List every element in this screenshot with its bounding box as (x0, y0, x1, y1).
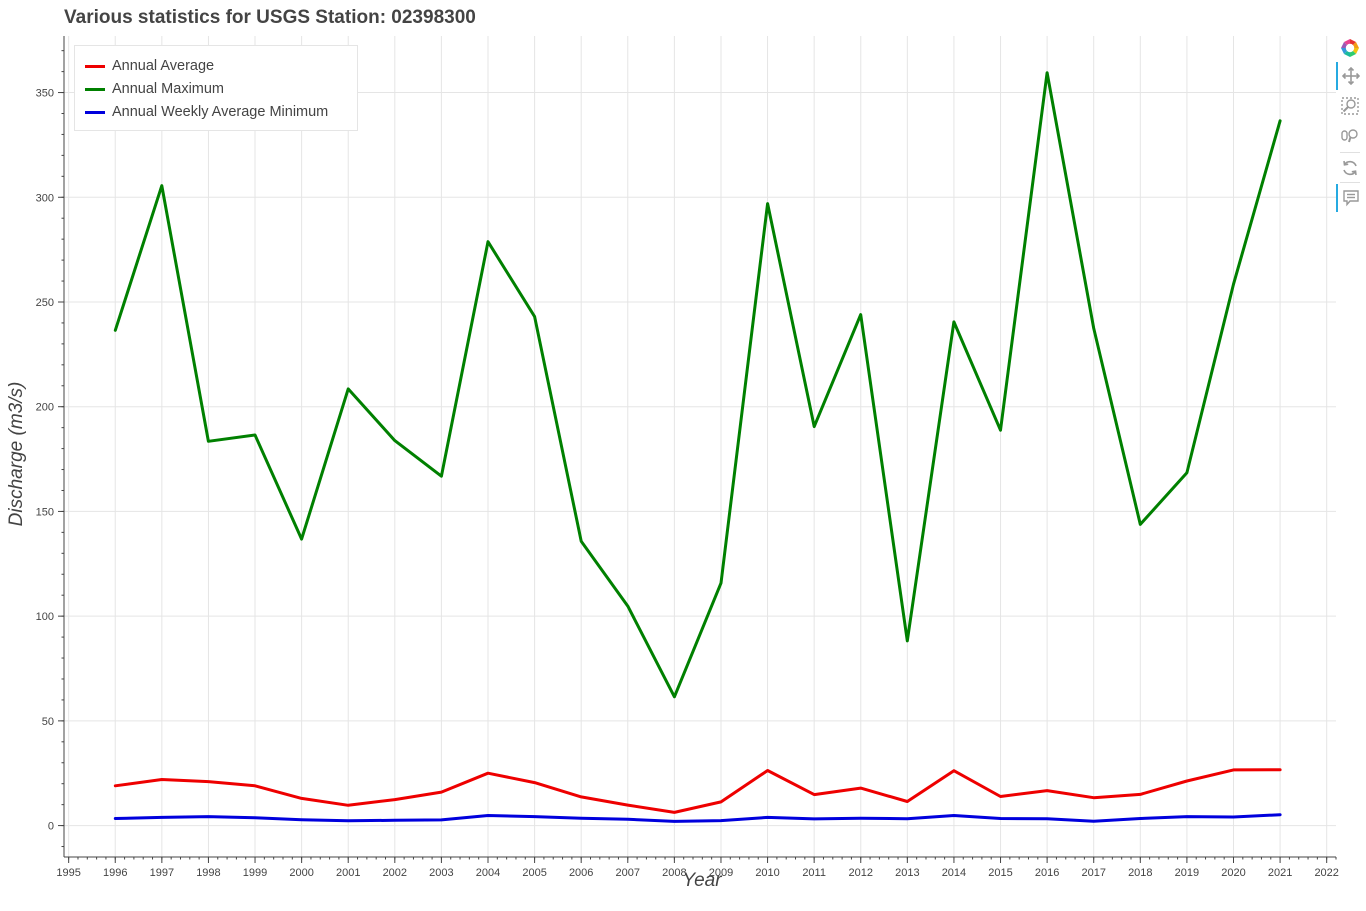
reset-icon[interactable] (1336, 154, 1364, 182)
x-tick-label: 1996 (103, 867, 127, 879)
x-tick-label: 1998 (196, 867, 220, 879)
x-tick-label: 2002 (383, 867, 407, 879)
x-tick-label: 2008 (662, 867, 686, 879)
legend-item-annual-maximum[interactable]: Annual Maximum (85, 79, 224, 99)
series-line-annual-average (113, 768, 1282, 814)
x-tick-label: 2020 (1221, 867, 1245, 879)
series-line-annual-maximum (113, 71, 1282, 699)
x-tick-label: 2021 (1268, 867, 1292, 879)
legend-label: Annual Average (112, 58, 215, 74)
grid (64, 36, 1336, 857)
x-tick-label: 1997 (150, 867, 174, 879)
y-axis-label: Discharge (m3/s) (6, 381, 27, 527)
legend-item-annual-average[interactable]: Annual Average (85, 56, 214, 76)
y-tick-label: 150 (36, 506, 54, 518)
legend-label: Annual Maximum (112, 81, 225, 97)
y-tick-label: 250 (36, 297, 54, 309)
bokeh-logo-icon[interactable] (1336, 34, 1364, 62)
box-zoom-icon[interactable] (1336, 92, 1364, 120)
axes: 1995 1996 1997 1998 1999 2000 2001 2002 2003 2004… (36, 36, 1339, 879)
x-tick-label: 2014 (942, 867, 966, 879)
x-tick-label: 1999 (243, 867, 267, 879)
toolbar-separator (1340, 152, 1360, 153)
x-axis-label: Year (682, 870, 722, 891)
x-tick-label: 2013 (895, 867, 919, 879)
y-tick-label: 50 (42, 716, 54, 728)
legend-item-annual-weekly-average-minimum[interactable]: Annual Weekly Average Minimum (85, 102, 328, 122)
x-tick-label: 2011 (802, 867, 826, 879)
chart-title: Various statistics for USGS Station: 023… (64, 7, 476, 28)
y-tick-label: 350 (36, 88, 54, 100)
x-tick-label: 2010 (755, 867, 779, 879)
legend-swatch (85, 110, 105, 114)
pan-icon[interactable] (1336, 62, 1364, 90)
x-tick-label: 2017 (1081, 867, 1105, 879)
series-line-annual-weekly-average-minimum (113, 813, 1282, 823)
hover-icon[interactable] (1336, 184, 1364, 212)
x-tick-label: 1995 (56, 867, 80, 879)
y-tick-label: 200 (36, 402, 54, 414)
x-tick-label: 2000 (289, 867, 313, 879)
y-tick-label: 0 (48, 821, 54, 833)
x-tick-label: 2012 (849, 867, 873, 879)
toolbar-separator (1340, 182, 1360, 183)
x-tick-label: 2004 (476, 867, 500, 879)
x-tick-label: 2005 (522, 867, 546, 879)
legend-label: Annual Weekly Average Minimum (112, 104, 329, 120)
x-tick-label: 2001 (336, 867, 360, 879)
x-tick-label: 2015 (988, 867, 1012, 879)
x-tick-label: 2006 (569, 867, 593, 879)
x-tick-label: 2022 (1314, 867, 1338, 879)
y-tick-label: 300 (36, 192, 54, 204)
x-tick-label: 2018 (1128, 867, 1152, 879)
series-lines (113, 71, 1282, 823)
x-tick-label: 2003 (429, 867, 453, 879)
legend: Annual Average Annual Maximum Annual Wee… (74, 45, 358, 131)
y-tick-label: 100 (36, 611, 54, 623)
x-tick-label: 2009 (709, 867, 733, 879)
legend-swatch (85, 87, 105, 91)
x-tick-label: 2007 (616, 867, 640, 879)
x-tick-label: 2019 (1175, 867, 1199, 879)
x-tick-label: 2016 (1035, 867, 1059, 879)
legend-swatch (85, 64, 105, 68)
wheel-zoom-icon[interactable] (1336, 122, 1364, 150)
